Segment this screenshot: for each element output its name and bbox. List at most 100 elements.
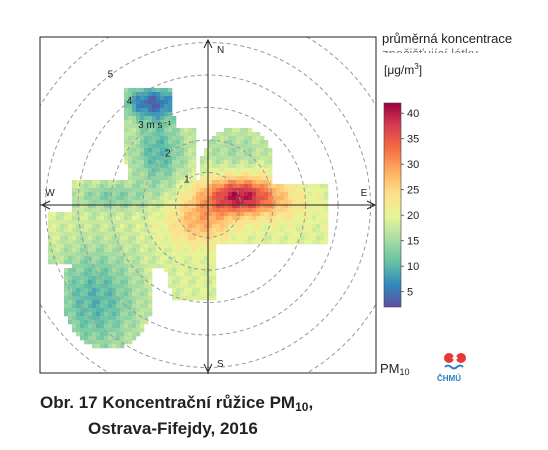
field-cell	[140, 112, 145, 117]
field-cell	[144, 160, 149, 165]
field-cell	[156, 252, 161, 257]
field-cell	[120, 264, 125, 269]
field-cell	[48, 260, 53, 265]
field-cell	[260, 208, 265, 213]
field-cell	[148, 160, 153, 165]
field-cell	[124, 220, 129, 225]
field-cell	[96, 216, 101, 221]
field-cell	[124, 312, 129, 317]
field-cell	[124, 316, 129, 321]
field-cell	[152, 104, 157, 109]
field-cell	[72, 184, 77, 189]
field-cell	[128, 288, 133, 293]
field-cell	[128, 188, 133, 193]
field-cell	[96, 180, 101, 185]
field-cell	[112, 312, 117, 317]
field-cell	[132, 100, 137, 105]
field-cell	[168, 172, 173, 177]
field-cell	[264, 188, 269, 193]
field-cell	[268, 188, 273, 193]
field-cell	[228, 140, 233, 145]
field-cell	[80, 300, 85, 305]
field-cell	[112, 184, 117, 189]
field-cell	[208, 184, 213, 189]
field-cell	[180, 132, 185, 137]
field-cell	[136, 164, 141, 169]
field-cell	[88, 328, 93, 333]
field-cell	[204, 272, 209, 277]
field-cell	[168, 208, 173, 213]
field-cell	[196, 256, 201, 261]
field-cell	[144, 236, 149, 241]
field-cell	[296, 192, 301, 197]
field-cell	[104, 208, 109, 213]
field-cell	[252, 192, 257, 197]
field-cell	[112, 224, 117, 229]
field-cell	[216, 236, 221, 241]
field-cell	[160, 152, 165, 157]
field-cell	[104, 196, 109, 201]
field-cell	[312, 228, 317, 233]
field-cell	[312, 236, 317, 241]
pollutant-label: PM10	[380, 361, 410, 377]
field-cell	[232, 172, 237, 177]
field-cell	[212, 248, 217, 253]
field-cell	[212, 280, 217, 285]
field-cell	[228, 216, 233, 221]
field-cell	[136, 224, 141, 229]
field-cell	[292, 188, 297, 193]
field-cell	[128, 272, 133, 277]
field-cell	[124, 272, 129, 277]
field-cell	[140, 280, 145, 285]
field-cell	[200, 156, 205, 161]
field-cell	[232, 176, 237, 181]
field-cell	[116, 236, 121, 241]
field-cell	[156, 224, 161, 229]
field-cell	[260, 176, 265, 181]
field-cell	[136, 264, 141, 269]
field-cell	[224, 204, 229, 209]
field-cell	[224, 160, 229, 165]
field-cell	[128, 124, 133, 129]
field-cell	[252, 200, 257, 205]
field-cell	[192, 220, 197, 225]
field-cell	[264, 184, 269, 189]
field-cell	[220, 212, 225, 217]
field-cell	[148, 120, 153, 125]
field-cell	[152, 96, 157, 101]
field-cell	[80, 316, 85, 321]
field-cell	[280, 216, 285, 221]
field-cell	[260, 180, 265, 185]
field-cell	[72, 296, 77, 301]
field-cell	[80, 192, 85, 197]
field-cell	[256, 224, 261, 229]
field-cell	[204, 292, 209, 297]
field-cell	[192, 216, 197, 221]
field-cell	[92, 312, 97, 317]
field-cell	[160, 112, 165, 117]
field-cell	[132, 324, 137, 329]
field-cell	[140, 128, 145, 133]
field-cell	[96, 196, 101, 201]
field-cell	[300, 236, 305, 241]
field-cell	[56, 220, 61, 225]
field-cell	[88, 216, 93, 221]
field-cell	[144, 296, 149, 301]
field-cell	[204, 180, 209, 185]
field-cell	[88, 292, 93, 297]
field-cell	[260, 228, 265, 233]
field-cell	[84, 252, 89, 257]
field-cell	[256, 220, 261, 225]
field-cell	[72, 256, 77, 261]
field-cell	[156, 256, 161, 261]
field-cell	[208, 164, 213, 169]
field-cell	[184, 148, 189, 153]
field-cell	[212, 160, 217, 165]
field-cell	[104, 312, 109, 317]
field-cell	[288, 192, 293, 197]
field-cell	[140, 148, 145, 153]
field-cell	[264, 212, 269, 217]
field-cell	[64, 248, 69, 253]
field-cell	[316, 236, 321, 241]
field-cell	[160, 212, 165, 217]
